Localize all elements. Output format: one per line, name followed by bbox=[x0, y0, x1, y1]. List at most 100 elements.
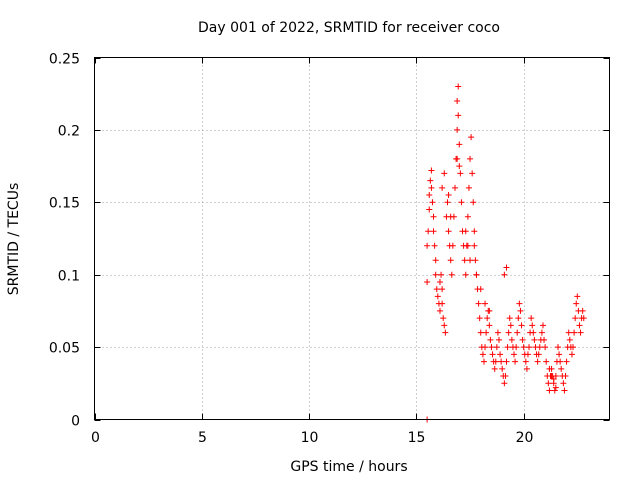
data-point bbox=[428, 184, 435, 191]
data-point bbox=[440, 315, 447, 322]
data-point bbox=[558, 365, 565, 372]
data-point bbox=[505, 329, 512, 336]
data-point bbox=[427, 177, 434, 184]
y-tick-label: 0 bbox=[71, 414, 80, 430]
data-point bbox=[449, 242, 456, 249]
data-point bbox=[445, 192, 452, 199]
plot-frame bbox=[94, 57, 610, 420]
data-point bbox=[499, 365, 506, 372]
y-tick-labels: 0 0.05 0.1 0.15 0.2 0.25 bbox=[49, 52, 80, 430]
data-point bbox=[461, 257, 468, 264]
data-point bbox=[424, 242, 431, 249]
data-point bbox=[486, 322, 493, 329]
data-point bbox=[426, 192, 433, 199]
data-point bbox=[494, 329, 501, 336]
data-point bbox=[476, 315, 483, 322]
data-point bbox=[436, 307, 443, 314]
data-point bbox=[570, 344, 577, 351]
data-point bbox=[441, 322, 448, 329]
data-point bbox=[518, 322, 525, 329]
y-tick-label: 0.15 bbox=[49, 196, 80, 212]
data-point bbox=[468, 134, 475, 141]
data-point bbox=[439, 184, 446, 191]
data-point bbox=[551, 387, 558, 394]
x-tick-label: 0 bbox=[91, 430, 100, 446]
data-point bbox=[572, 315, 579, 322]
data-point bbox=[430, 213, 437, 220]
data-point bbox=[456, 163, 463, 170]
data-point bbox=[454, 155, 461, 162]
data-point bbox=[432, 271, 439, 278]
y-tick-label: 0.25 bbox=[49, 52, 80, 68]
data-point bbox=[433, 286, 440, 293]
data-point bbox=[464, 213, 471, 220]
data-point bbox=[469, 170, 476, 177]
y-tick-label: 0.1 bbox=[58, 269, 80, 285]
data-point bbox=[462, 228, 469, 235]
y-tick-label: 0.05 bbox=[49, 341, 80, 357]
data-point bbox=[568, 351, 575, 358]
x-tick-label: 20 bbox=[516, 430, 534, 446]
data-point bbox=[557, 358, 564, 365]
data-point bbox=[432, 257, 439, 264]
data-point bbox=[445, 228, 452, 235]
data-point bbox=[454, 126, 461, 133]
data-point bbox=[545, 380, 552, 387]
data-point bbox=[471, 242, 478, 249]
data-point bbox=[467, 155, 474, 162]
data-point bbox=[488, 344, 495, 351]
data-point bbox=[539, 322, 546, 329]
data-point bbox=[523, 365, 530, 372]
data-point bbox=[477, 286, 484, 293]
data-point bbox=[516, 300, 523, 307]
data-point bbox=[444, 199, 451, 206]
data-point bbox=[573, 300, 580, 307]
data-point bbox=[487, 336, 494, 343]
axis-ticks bbox=[94, 57, 610, 421]
data-point bbox=[428, 167, 435, 174]
data-point bbox=[441, 170, 448, 177]
data-point bbox=[562, 373, 569, 380]
data-point bbox=[442, 329, 449, 336]
data-point bbox=[436, 278, 443, 285]
chart-title: Day 001 of 2022, SRMTID for receiver coc… bbox=[198, 20, 500, 36]
data-point bbox=[480, 358, 487, 365]
data-point bbox=[504, 344, 511, 351]
data-point bbox=[506, 315, 513, 322]
data-point bbox=[425, 228, 432, 235]
data-point bbox=[508, 336, 515, 343]
data-point bbox=[579, 307, 586, 314]
grid-lines bbox=[94, 57, 610, 420]
data-point bbox=[507, 322, 514, 329]
data-point bbox=[462, 271, 469, 278]
data-point bbox=[430, 228, 437, 235]
data-point bbox=[454, 97, 461, 104]
data-point bbox=[552, 384, 559, 391]
data-point bbox=[541, 336, 548, 343]
data-point bbox=[455, 83, 462, 90]
data-point bbox=[571, 329, 578, 336]
data-point bbox=[501, 380, 508, 387]
data-point bbox=[479, 351, 486, 358]
data-point bbox=[482, 300, 489, 307]
data-point bbox=[536, 344, 543, 351]
data-point bbox=[530, 329, 537, 336]
data-point bbox=[580, 315, 587, 322]
data-point bbox=[482, 344, 489, 351]
data-point bbox=[560, 380, 567, 387]
data-point bbox=[477, 329, 484, 336]
data-point bbox=[447, 213, 454, 220]
x-tick-label: 5 bbox=[198, 430, 207, 446]
data-point bbox=[452, 184, 458, 191]
data-point bbox=[550, 375, 557, 382]
data-point bbox=[546, 387, 553, 394]
data-point bbox=[563, 358, 570, 365]
data-point bbox=[528, 315, 535, 322]
data-point bbox=[538, 329, 545, 336]
data-point bbox=[520, 344, 527, 351]
data-point bbox=[535, 351, 542, 358]
data-point bbox=[424, 278, 431, 285]
data-point bbox=[455, 112, 462, 119]
data-point bbox=[439, 286, 446, 293]
